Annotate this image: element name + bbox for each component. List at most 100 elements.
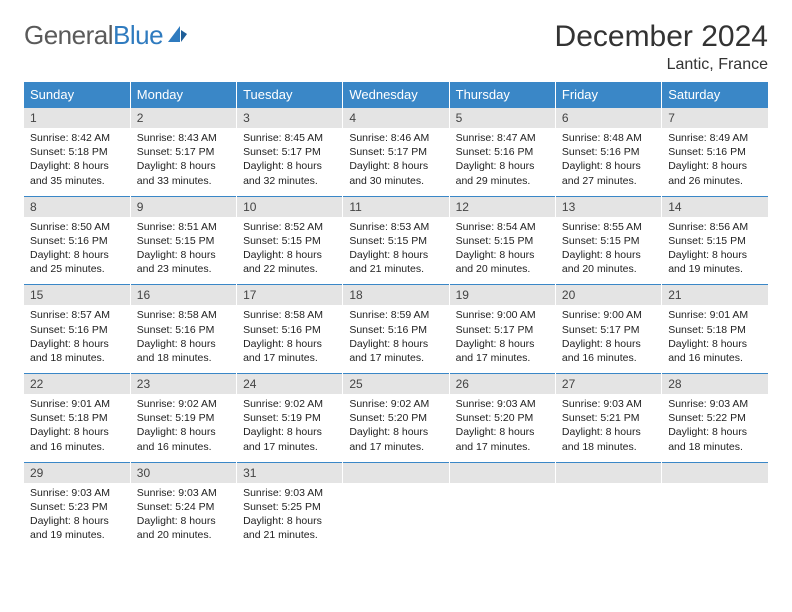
sunset-line: Sunset: 5:19 PM (243, 411, 336, 425)
weekday-header: Tuesday (237, 82, 343, 108)
daylight-line: and 16 minutes. (137, 440, 230, 454)
daylight-line: Daylight: 8 hours (349, 248, 442, 262)
weekday-header: Saturday (662, 82, 768, 108)
daylight-line: Daylight: 8 hours (562, 425, 655, 439)
day-body: Sunrise: 9:03 AMSunset: 5:20 PMDaylight:… (450, 394, 555, 462)
sunset-line: Sunset: 5:15 PM (668, 234, 762, 248)
day-body: Sunrise: 9:03 AMSunset: 5:21 PMDaylight:… (556, 394, 661, 462)
day-body (343, 483, 448, 544)
sunrise-line: Sunrise: 9:03 AM (668, 397, 762, 411)
day-body: Sunrise: 9:01 AMSunset: 5:18 PMDaylight:… (24, 394, 130, 462)
daylight-line: Daylight: 8 hours (668, 248, 762, 262)
sunrise-line: Sunrise: 9:00 AM (456, 308, 549, 322)
daylight-line: Daylight: 8 hours (668, 159, 762, 173)
day-number (662, 463, 768, 483)
calendar-day-cell (555, 462, 661, 550)
daylight-line: Daylight: 8 hours (349, 159, 442, 173)
daylight-line: and 25 minutes. (30, 262, 124, 276)
day-number: 14 (662, 197, 768, 217)
sunset-line: Sunset: 5:22 PM (668, 411, 762, 425)
day-body: Sunrise: 8:59 AMSunset: 5:16 PMDaylight:… (343, 305, 448, 373)
day-body: Sunrise: 9:03 AMSunset: 5:24 PMDaylight:… (131, 483, 236, 551)
day-number: 27 (556, 374, 661, 394)
sunrise-line: Sunrise: 9:02 AM (137, 397, 230, 411)
day-body: Sunrise: 9:02 AMSunset: 5:20 PMDaylight:… (343, 394, 448, 462)
sunrise-line: Sunrise: 8:50 AM (30, 220, 124, 234)
daylight-line: Daylight: 8 hours (30, 248, 124, 262)
calendar-day-cell: 30Sunrise: 9:03 AMSunset: 5:24 PMDayligh… (130, 462, 236, 550)
daylight-line: and 18 minutes. (30, 351, 124, 365)
day-number: 2 (131, 108, 236, 128)
day-body: Sunrise: 8:53 AMSunset: 5:15 PMDaylight:… (343, 217, 448, 285)
day-body: Sunrise: 8:57 AMSunset: 5:16 PMDaylight:… (24, 305, 130, 373)
day-body: Sunrise: 8:54 AMSunset: 5:15 PMDaylight:… (450, 217, 555, 285)
sunset-line: Sunset: 5:15 PM (349, 234, 442, 248)
day-number: 31 (237, 463, 342, 483)
calendar-day-cell: 9Sunrise: 8:51 AMSunset: 5:15 PMDaylight… (130, 196, 236, 285)
daylight-line: and 23 minutes. (137, 262, 230, 276)
day-number: 23 (131, 374, 236, 394)
daylight-line: and 18 minutes. (137, 351, 230, 365)
day-number: 5 (450, 108, 555, 128)
calendar-day-cell: 15Sunrise: 8:57 AMSunset: 5:16 PMDayligh… (24, 285, 130, 374)
calendar-week-row: 1Sunrise: 8:42 AMSunset: 5:18 PMDaylight… (24, 108, 768, 197)
sunset-line: Sunset: 5:16 PM (668, 145, 762, 159)
day-body: Sunrise: 8:50 AMSunset: 5:16 PMDaylight:… (24, 217, 130, 285)
day-body (556, 483, 661, 544)
daylight-line: Daylight: 8 hours (137, 425, 230, 439)
sunrise-line: Sunrise: 8:48 AM (562, 131, 655, 145)
weekday-row: SundayMondayTuesdayWednesdayThursdayFrid… (24, 82, 768, 108)
daylight-line: and 20 minutes. (562, 262, 655, 276)
daylight-line: Daylight: 8 hours (243, 248, 336, 262)
day-body: Sunrise: 9:00 AMSunset: 5:17 PMDaylight:… (450, 305, 555, 373)
brand-part1: General (24, 20, 113, 51)
day-number: 16 (131, 285, 236, 305)
daylight-line: Daylight: 8 hours (562, 159, 655, 173)
calendar-day-cell: 3Sunrise: 8:45 AMSunset: 5:17 PMDaylight… (237, 108, 343, 197)
daylight-line: Daylight: 8 hours (243, 337, 336, 351)
calendar-day-cell: 29Sunrise: 9:03 AMSunset: 5:23 PMDayligh… (24, 462, 130, 550)
day-number: 9 (131, 197, 236, 217)
weekday-header: Thursday (449, 82, 555, 108)
location-label: Lantic, France (555, 56, 768, 74)
daylight-line: and 26 minutes. (668, 174, 762, 188)
weekday-header: Monday (130, 82, 236, 108)
sunrise-line: Sunrise: 9:03 AM (137, 486, 230, 500)
daylight-line: Daylight: 8 hours (456, 248, 549, 262)
calendar-day-cell: 23Sunrise: 9:02 AMSunset: 5:19 PMDayligh… (130, 374, 236, 463)
daylight-line: and 16 minutes. (562, 351, 655, 365)
day-body: Sunrise: 8:42 AMSunset: 5:18 PMDaylight:… (24, 128, 130, 196)
sunrise-line: Sunrise: 9:00 AM (562, 308, 655, 322)
daylight-line: Daylight: 8 hours (349, 425, 442, 439)
daylight-line: and 35 minutes. (30, 174, 124, 188)
sunrise-line: Sunrise: 8:57 AM (30, 308, 124, 322)
sunrise-line: Sunrise: 8:42 AM (30, 131, 124, 145)
sunrise-line: Sunrise: 8:54 AM (456, 220, 549, 234)
sunset-line: Sunset: 5:16 PM (30, 234, 124, 248)
calendar-day-cell: 11Sunrise: 8:53 AMSunset: 5:15 PMDayligh… (343, 196, 449, 285)
sunrise-line: Sunrise: 9:01 AM (668, 308, 762, 322)
day-body: Sunrise: 9:03 AMSunset: 5:23 PMDaylight:… (24, 483, 130, 551)
day-body (662, 483, 768, 544)
daylight-line: and 20 minutes. (456, 262, 549, 276)
daylight-line: Daylight: 8 hours (137, 337, 230, 351)
sunrise-line: Sunrise: 8:56 AM (668, 220, 762, 234)
daylight-line: and 21 minutes. (243, 528, 336, 542)
sunset-line: Sunset: 5:16 PM (349, 323, 442, 337)
calendar-day-cell: 4Sunrise: 8:46 AMSunset: 5:17 PMDaylight… (343, 108, 449, 197)
sunset-line: Sunset: 5:20 PM (349, 411, 442, 425)
day-number (450, 463, 555, 483)
day-number: 26 (450, 374, 555, 394)
daylight-line: and 19 minutes. (668, 262, 762, 276)
day-number: 29 (24, 463, 130, 483)
month-title: December 2024 (555, 20, 768, 54)
daylight-line: Daylight: 8 hours (243, 514, 336, 528)
calendar-day-cell: 31Sunrise: 9:03 AMSunset: 5:25 PMDayligh… (237, 462, 343, 550)
calendar-day-cell: 18Sunrise: 8:59 AMSunset: 5:16 PMDayligh… (343, 285, 449, 374)
daylight-line: Daylight: 8 hours (137, 514, 230, 528)
calendar-table: SundayMondayTuesdayWednesdayThursdayFrid… (24, 82, 768, 550)
day-number: 3 (237, 108, 342, 128)
day-number: 18 (343, 285, 448, 305)
daylight-line: and 21 minutes. (349, 262, 442, 276)
daylight-line: and 17 minutes. (349, 440, 442, 454)
